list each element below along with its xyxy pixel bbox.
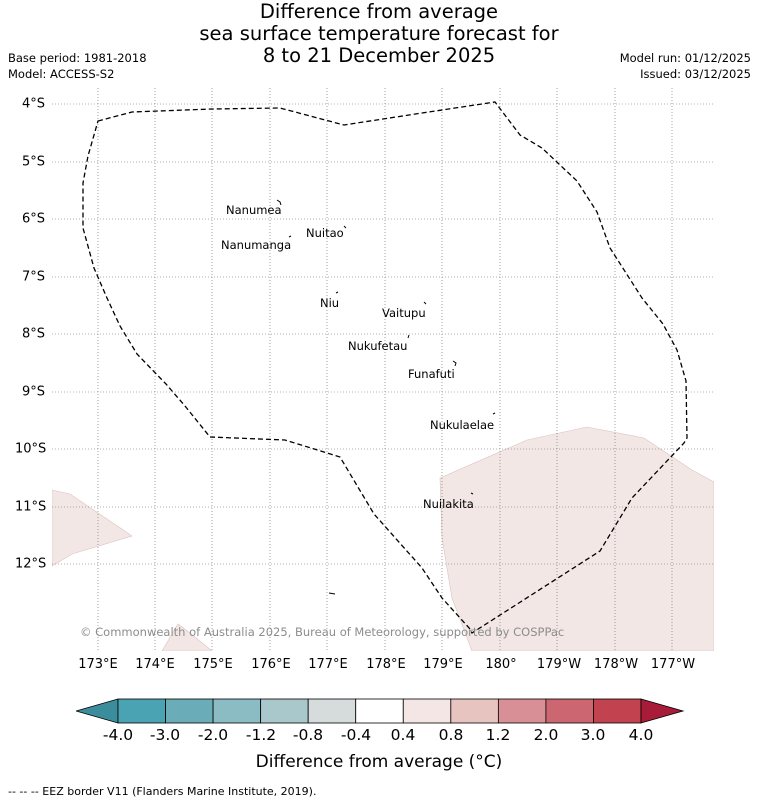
lat-label-4s: 4°S xyxy=(22,96,46,112)
anomaly-region-west xyxy=(52,489,133,567)
colorbar-segment xyxy=(212,698,262,724)
island-label-vaitupu: Vaitupu xyxy=(382,306,426,320)
colorbar-tick: -0.4 xyxy=(340,726,372,744)
issued-text: Issued: 03/12/2025 xyxy=(640,67,751,81)
island-outlines xyxy=(276,199,496,595)
colorbar-tick: 4.0 xyxy=(628,726,654,744)
island-label-nukulaelae: Nukulaelae xyxy=(430,418,495,432)
colorbar-label: Difference from average (°C) xyxy=(255,752,503,772)
colorbar-segment xyxy=(355,698,404,724)
lon-label-179e: 179°E xyxy=(423,657,463,672)
colorbar-tick: 2.0 xyxy=(533,726,559,744)
anomaly-region-south xyxy=(161,623,213,651)
colorbar-tick: 0.8 xyxy=(438,726,464,744)
eez-legend-text: -- -- -- EEZ border V11 (Flanders Marine… xyxy=(8,785,317,798)
lon-label-178w: 178°W xyxy=(593,657,639,672)
colorbar-segment xyxy=(545,698,594,724)
lat-label-10s: 10°S xyxy=(15,441,47,457)
lon-label-180: 180° xyxy=(485,657,517,672)
colorbar-segment xyxy=(497,698,547,724)
colorbar-tick: -3.0 xyxy=(149,726,181,744)
island-label-nukufetau: Nukufetau xyxy=(348,339,408,353)
island-label-nanumea: Nanumea xyxy=(226,203,282,217)
island-label-nanumanga: Nanumanga xyxy=(221,238,292,252)
colorbar-under-arrow xyxy=(76,698,119,724)
colorbar-segment xyxy=(402,698,452,724)
map-title-line1: Difference from average xyxy=(259,0,499,23)
lon-label-178e: 178°E xyxy=(366,657,406,672)
lat-label-8s: 8°S xyxy=(22,326,46,342)
colorbar-segment xyxy=(165,698,214,724)
colorbar-tick: -2.0 xyxy=(197,726,229,744)
lat-label-12s: 12°S xyxy=(15,556,47,572)
lat-label-5s: 5°S xyxy=(22,154,46,170)
graticule xyxy=(52,88,714,651)
copyright-text: © Commonwealth of Australia 2025, Bureau… xyxy=(80,625,565,639)
base-period-text: Base period: 1981-2018 xyxy=(8,51,147,65)
colorbar-segment xyxy=(450,698,499,724)
lon-label-174e: 174°E xyxy=(135,657,175,672)
colorbar-tick: -1.2 xyxy=(245,726,277,744)
lat-label-9s: 9°S xyxy=(22,384,46,400)
model-text: Model: ACCESS-S2 xyxy=(8,67,115,81)
anomaly-region-east xyxy=(439,426,714,651)
island-label-funafuti: Funafuti xyxy=(408,367,455,381)
colorbar-over-arrow xyxy=(640,698,685,724)
island-label-nuilakita: Nuilakita xyxy=(423,497,474,511)
lon-label-177w: 177°W xyxy=(650,657,696,672)
colorbar-tick: 0.4 xyxy=(390,726,416,744)
colorbar-tick: -0.8 xyxy=(292,726,324,744)
lat-label-11s: 11°S xyxy=(15,499,47,515)
lat-label-7s: 7°S xyxy=(22,269,46,285)
colorbar-segment xyxy=(117,698,166,724)
colorbar-segment xyxy=(260,698,309,724)
map-title-line2: sea surface temperature forecast for xyxy=(199,22,559,45)
lon-label-173e: 173°E xyxy=(78,657,118,672)
model-run-text: Model run: 01/12/2025 xyxy=(619,51,751,65)
lat-label-6s: 6°S xyxy=(22,211,46,227)
map-panel xyxy=(52,88,714,651)
map-title-line3: 8 to 21 December 2025 xyxy=(262,44,496,67)
lon-label-175e: 175°E xyxy=(193,657,233,672)
colorbar-tick: 3.0 xyxy=(580,726,606,744)
map-canvas xyxy=(52,88,714,651)
lon-label-176e: 176°E xyxy=(251,657,291,672)
colorbar-segment xyxy=(307,698,357,724)
colorbar-tick: 1.2 xyxy=(485,726,511,744)
colorbar-tick: -4.0 xyxy=(102,726,134,744)
island-label-niu: Niu xyxy=(320,296,340,310)
lon-label-177e: 177°E xyxy=(308,657,348,672)
island-label-nuitao: Nuitao xyxy=(306,226,344,240)
eez-border xyxy=(82,101,688,634)
colorbar-segment xyxy=(593,698,642,724)
lon-label-179w: 179°W xyxy=(536,657,582,672)
colorbar xyxy=(76,698,685,724)
